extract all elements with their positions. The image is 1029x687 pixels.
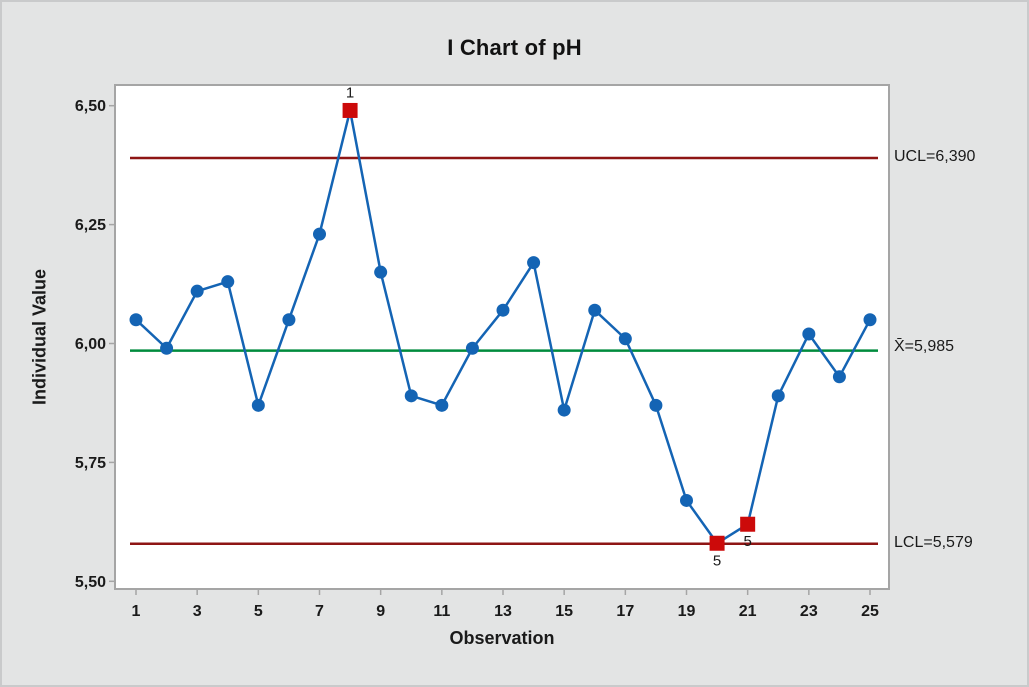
- x-tick-label: 9: [376, 603, 385, 620]
- x-tick-label: 5: [254, 603, 263, 620]
- x-tick-label: 25: [861, 603, 879, 620]
- x-tick-label: 17: [616, 603, 634, 620]
- x-tick-label: 15: [555, 603, 573, 620]
- x-tick-label: 13: [494, 603, 512, 620]
- data-point: [465, 341, 479, 355]
- data-point: [527, 256, 541, 270]
- data-point: [129, 313, 143, 327]
- y-tick-label: 6,25: [75, 217, 106, 234]
- ooc-point: [740, 516, 756, 532]
- data-point: [496, 303, 510, 317]
- data-point: [618, 332, 632, 346]
- data-point: [251, 398, 265, 412]
- x-axis-title: Observation: [449, 628, 555, 648]
- data-point: [221, 275, 235, 289]
- data-point: [863, 313, 877, 327]
- ooc-test-label: 1: [346, 84, 354, 101]
- ooc-point: [342, 102, 358, 118]
- x-tick-label: 19: [678, 603, 696, 620]
- x-tick-label: 3: [193, 603, 202, 620]
- y-tick-label: 6,50: [75, 98, 106, 115]
- plot-area: [114, 84, 890, 590]
- y-tick-label: 6,00: [75, 336, 106, 353]
- data-point: [680, 493, 693, 507]
- data-point: [190, 284, 204, 298]
- data-point: [557, 403, 571, 417]
- lcl-label: LCL=5,579: [894, 534, 973, 551]
- data-point: [435, 398, 449, 412]
- x-tick-label: 21: [739, 603, 757, 620]
- y-axis-title: Individual Value: [29, 268, 50, 406]
- ooc-point: [709, 535, 725, 551]
- data-point: [374, 265, 388, 279]
- x-tick-label: 11: [433, 603, 450, 620]
- data-point: [832, 370, 846, 384]
- data-point: [313, 227, 326, 241]
- x-tick-label: 7: [315, 603, 324, 620]
- data-point: [282, 313, 296, 327]
- data-point: [404, 389, 418, 403]
- ucl-label: UCL=6,390: [894, 148, 976, 165]
- y-tick-label: 5,50: [75, 574, 106, 591]
- data-point: [771, 389, 785, 403]
- chart-title: I Chart of pH: [447, 35, 582, 60]
- ooc-test-label: 5: [713, 552, 721, 569]
- data-point: [649, 398, 663, 412]
- x-tick-label: 1: [132, 603, 141, 620]
- center-line-label: X̄=5,985: [894, 338, 955, 355]
- data-point: [588, 303, 602, 317]
- data-point: [802, 327, 816, 341]
- y-tick-label: 5,75: [75, 455, 106, 472]
- data-point: [160, 341, 174, 355]
- x-tick-label: 23: [800, 603, 818, 620]
- ooc-test-label: 5: [743, 533, 751, 550]
